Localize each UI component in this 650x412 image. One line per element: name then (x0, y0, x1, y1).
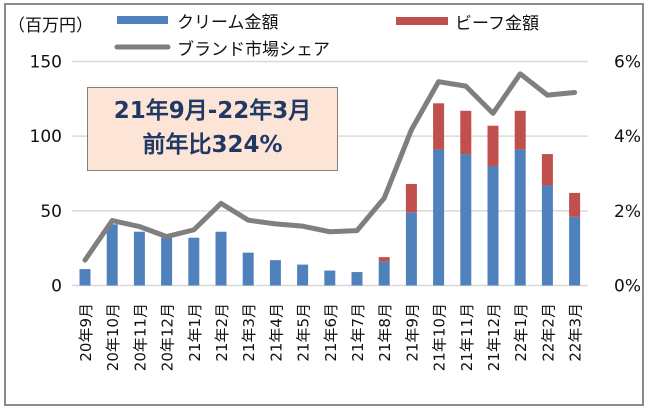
left-tick-label: 0 (51, 277, 62, 297)
right-tick-label: 6% (614, 53, 641, 73)
bars (79, 103, 581, 286)
x-tick-label: 22年1月 (512, 303, 530, 362)
bar-cream (242, 252, 254, 286)
bar-cream (297, 264, 309, 286)
bar-cream (269, 260, 281, 286)
x-tick-label: 21年6月 (322, 303, 340, 362)
bar-beef (405, 183, 417, 213)
bar-beef (460, 110, 472, 155)
x-axis: 20年9月 20年10月 20年11月 20年12月 21年1月 21年2月 21年3月 21… (77, 303, 585, 371)
bar-cream (514, 149, 526, 286)
bar-cream (569, 216, 581, 286)
legend-label-cream: クリーム金額 (177, 13, 279, 33)
legend-swatch-cream (117, 16, 168, 24)
bar-cream (541, 185, 553, 286)
left-tick-label: 50 (40, 202, 62, 222)
x-tick-label: 21年7月 (349, 303, 367, 362)
legend-label-share: ブランド市場シェア (177, 39, 330, 60)
legend-swatch-beef (396, 17, 448, 25)
bar-cream (133, 231, 145, 286)
x-tick-label: 21年9月 (403, 303, 421, 362)
bar-beef (514, 110, 526, 150)
bar-beef (569, 192, 581, 217)
bar-cream (405, 212, 417, 286)
bar-cream (351, 272, 363, 286)
bar-cream (487, 166, 499, 286)
x-tick-label: 22年3月 (567, 303, 585, 362)
x-tick-label: 21年8月 (376, 303, 394, 362)
bar-cream (378, 261, 390, 286)
x-tick-label: 21年5月 (295, 303, 313, 362)
bar-cream (106, 224, 118, 286)
x-tick-label: 20年9月 (77, 303, 95, 362)
x-tick-label: 21年1月 (186, 303, 204, 362)
bar-beef (541, 154, 553, 186)
x-tick-label: 20年12月 (159, 303, 177, 371)
bar-cream (433, 149, 445, 286)
bar-cream (215, 231, 227, 286)
bar-beef (433, 103, 445, 150)
x-tick-label: 20年11月 (131, 303, 149, 371)
x-tick-label: 20年10月 (104, 303, 122, 371)
annotation-box: 21年9月-22年3月 前年比324% (87, 87, 338, 171)
annotation-line1: 21年9月-22年3月 (113, 98, 312, 124)
annotation-line2: 前年比324% (142, 132, 283, 158)
bar-beef (487, 125, 499, 167)
right-tick-label: 0% (614, 277, 641, 297)
share-line (82, 71, 578, 263)
left-axis-unit: （百万円） (8, 16, 93, 36)
right-tick-label: 2% (614, 202, 641, 222)
legend: クリーム金額 ビーフ金額 ブランド市場シェア (114, 13, 539, 60)
bar-cream (188, 237, 200, 286)
bar-cream (79, 269, 91, 286)
x-tick-label: 21年2月 (213, 303, 231, 362)
x-tick-label: 22年2月 (539, 303, 557, 362)
bar-beef (378, 257, 390, 262)
left-tick-label: 150 (30, 53, 62, 73)
bar-cream (324, 270, 336, 286)
legend-label-beef: ビーフ金額 (455, 14, 539, 34)
x-tick-label: 21年4月 (267, 303, 285, 362)
x-tick-label: 21年12月 (485, 303, 503, 371)
x-tick-label: 21年3月 (240, 303, 258, 362)
bar-cream (161, 237, 173, 286)
left-axis: 0 50 100 150 (30, 53, 62, 297)
x-tick-label: 21年11月 (458, 303, 476, 371)
left-tick-label: 100 (30, 127, 62, 147)
chart-frame (4, 3, 644, 406)
right-axis: 0% 2% 4% 6% (614, 53, 641, 297)
bar-cream (460, 154, 472, 286)
x-tick-label: 21年10月 (431, 303, 449, 371)
right-tick-label: 4% (614, 127, 641, 147)
